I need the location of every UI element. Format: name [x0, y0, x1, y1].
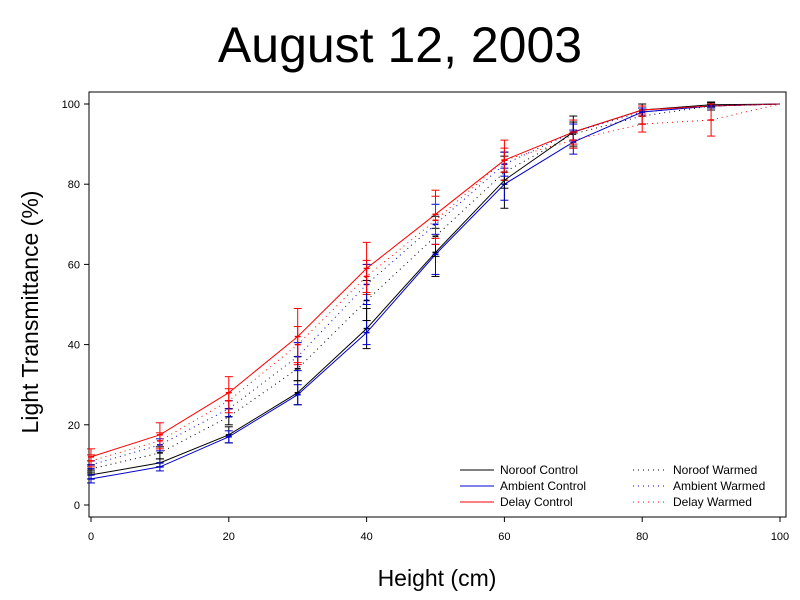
error-bar [500, 147, 509, 173]
axis-ticks: 0 20 40 60 80 100 0 20 40 60 80 100 [62, 99, 790, 543]
x-tick-label: 100 [771, 531, 789, 543]
error-bar [362, 320, 371, 346]
error-bar [155, 462, 164, 472]
series-line-ambient-control [90, 103, 781, 480]
x-tick-label: 80 [636, 531, 648, 543]
error-bar [293, 384, 302, 406]
series-line-delay-control [90, 103, 781, 458]
legend-label: Delay Warmed [673, 495, 752, 509]
plot-frame [88, 91, 787, 518]
legend-label: Delay Control [500, 495, 573, 509]
error-bar [224, 388, 233, 414]
error-bar [707, 103, 716, 137]
legend-item-ambient-control: Ambient Control [460, 479, 586, 493]
legend: Noroof Control Ambient Control Delay Contr… [460, 463, 765, 509]
legend-item-ambient-warmed: Ambient Warmed [633, 479, 765, 493]
x-tick-label: 40 [360, 531, 372, 543]
series-line-delay-warmed [90, 103, 781, 462]
legend-item-noroof-warmed: Noroof Warmed [633, 463, 757, 477]
series-line-noroof-control [90, 103, 781, 476]
legend-label: Noroof Control [500, 463, 578, 477]
error-bar [155, 432, 164, 450]
chart-title: August 12, 2003 [218, 17, 582, 73]
series-line-noroof-warmed [90, 103, 781, 470]
error-bar [638, 115, 647, 133]
error-bar [87, 454, 95, 468]
x-tick-label: 0 [88, 531, 94, 543]
error-bar [638, 107, 647, 117]
y-tick-label: 100 [62, 99, 80, 111]
legend-label: Noroof Warmed [673, 463, 757, 477]
series-line-ambient-warmed [90, 103, 781, 466]
y-tick-label: 80 [68, 179, 80, 191]
legend-label: Ambient Warmed [673, 479, 765, 493]
x-axis-label: Height (cm) [378, 565, 497, 591]
error-bar [293, 326, 302, 364]
error-bar [87, 474, 95, 484]
y-tick-label: 40 [68, 340, 80, 352]
error-bar [569, 131, 578, 149]
legend-item-delay-warmed: Delay Warmed [633, 495, 752, 509]
legend-item-noroof-control: Noroof Control [460, 463, 578, 477]
x-tick-label: 60 [498, 531, 510, 543]
y-tick-label: 60 [68, 259, 80, 271]
y-axis-label: Light Transmittance (%) [17, 191, 43, 434]
y-tick-label: 0 [74, 500, 80, 512]
legend-label: Ambient Control [500, 479, 586, 493]
legend-item-delay-control: Delay Control [460, 495, 573, 509]
error-bar [431, 195, 440, 245]
error-bar [362, 259, 371, 293]
series-layer [87, 101, 781, 484]
error-bar [224, 430, 233, 444]
y-tick-label: 20 [68, 420, 80, 432]
x-tick-label: 20 [223, 531, 235, 543]
